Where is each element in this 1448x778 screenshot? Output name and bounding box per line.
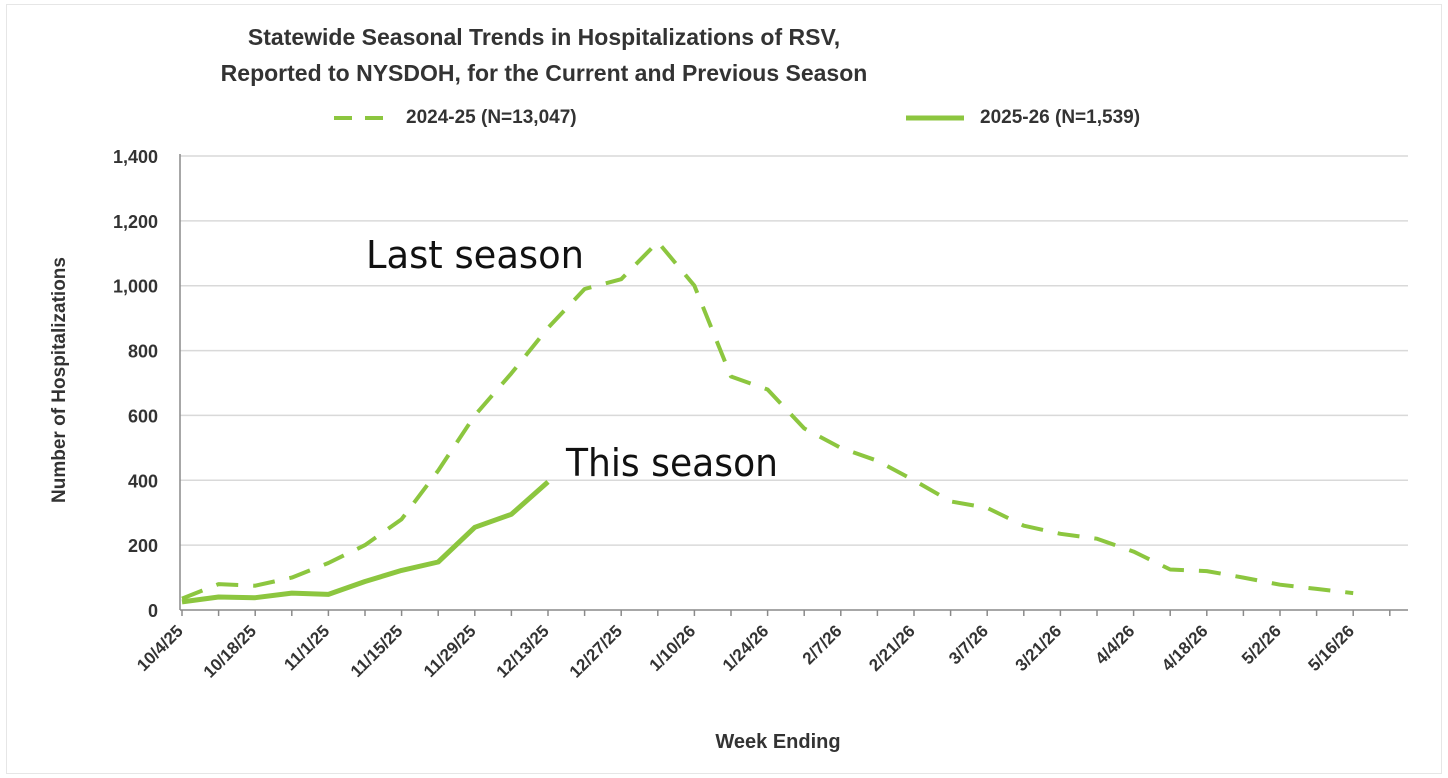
y-tick-label: 400 [128, 471, 158, 491]
x-tick-label: 2/21/26 [865, 621, 919, 675]
legend-entry-2024-25: 2024-25 (N=13,047) [332, 104, 577, 132]
x-tick-label: 5/16/26 [1304, 621, 1358, 675]
y-tick-label: 1,000 [113, 277, 158, 297]
y-tick-label: 800 [128, 342, 158, 362]
y-tick-label: 600 [128, 406, 158, 426]
y-tick-label: 1,400 [113, 147, 158, 167]
legend-dashed-line-icon [334, 116, 390, 120]
legend-label-2024-25: 2024-25 (N=13,047) [406, 107, 577, 128]
y-tick-label: 0 [148, 601, 158, 621]
series-line-2025-26 [181, 480, 550, 605]
legend-entry-2025-26: 2025-26 (N=1,539) [904, 104, 1140, 132]
x-tick-label: 10/18/25 [200, 621, 260, 681]
x-tick-label: 11/29/25 [420, 621, 480, 681]
x-tick-label: 1/10/26 [646, 621, 700, 675]
x-tick-label: 11/1/25 [280, 621, 333, 674]
x-tick-label: 10/4/25 [133, 621, 187, 675]
chart-subtitle: Reported to NYSDOH, for the Current and … [220, 60, 868, 86]
annotation-this-season: This season [565, 441, 778, 485]
x-axis-label: Week Ending [715, 731, 841, 753]
x-tick-label: 3/21/26 [1012, 621, 1066, 675]
x-tick-label: 5/2/26 [1238, 621, 1285, 668]
x-tick-label: 1/24/26 [719, 621, 773, 675]
y-tick-label: 200 [128, 536, 158, 556]
x-tick-label: 3/7/26 [945, 621, 992, 668]
annotation-last-season: Last season [366, 233, 584, 277]
x-tick-label: 11/15/25 [347, 621, 407, 681]
x-tick-label: 4/18/26 [1158, 621, 1212, 675]
chart-frame [6, 4, 1442, 774]
series-line-2024-25 [181, 239, 1354, 601]
x-tick-label: 2/7/26 [799, 621, 846, 668]
x-tick-label: 12/27/25 [566, 621, 626, 681]
y-tick-label: 1,200 [113, 212, 158, 232]
legend-label-2025-26: 2025-26 (N=1,539) [980, 107, 1141, 128]
x-tick-label: 4/4/26 [1092, 621, 1139, 668]
chart-title: Statewide Seasonal Trends in Hospitaliza… [247, 24, 841, 50]
legend-solid-line-icon [906, 115, 964, 121]
x-tick-label: 12/13/25 [493, 621, 553, 681]
